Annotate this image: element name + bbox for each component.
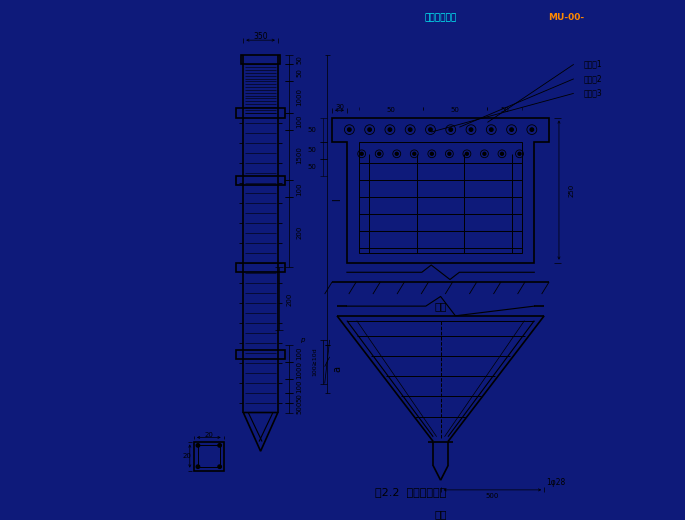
Bar xyxy=(236,108,285,118)
Circle shape xyxy=(429,128,432,132)
Text: 50: 50 xyxy=(500,107,509,113)
Text: 500: 500 xyxy=(486,492,499,499)
Text: 250: 250 xyxy=(569,184,574,197)
Bar xyxy=(359,141,522,253)
Text: 50: 50 xyxy=(296,394,302,402)
Text: 钢筋网3: 钢筋网3 xyxy=(584,89,602,98)
Text: 50: 50 xyxy=(308,164,316,170)
Text: 50: 50 xyxy=(308,126,316,133)
Bar xyxy=(241,55,280,64)
Text: 100: 100 xyxy=(296,346,302,360)
Text: l: l xyxy=(332,198,342,201)
Text: 【模块编号】: 【模块编号】 xyxy=(425,13,457,22)
Circle shape xyxy=(196,444,199,447)
Circle shape xyxy=(483,152,486,155)
Circle shape xyxy=(448,152,451,155)
Text: 500: 500 xyxy=(296,401,302,414)
Circle shape xyxy=(368,128,371,132)
Text: 50: 50 xyxy=(296,68,302,77)
Text: 1000: 1000 xyxy=(296,361,302,379)
Circle shape xyxy=(530,128,534,132)
Circle shape xyxy=(218,444,221,447)
Text: 100≥10d: 100≥10d xyxy=(312,347,317,376)
Text: 1500: 1500 xyxy=(296,146,302,164)
Bar xyxy=(236,176,285,185)
Text: 图2.2  混凝土预制桩: 图2.2 混凝土预制桩 xyxy=(375,487,447,497)
Text: 100: 100 xyxy=(296,114,302,128)
Circle shape xyxy=(388,128,392,132)
Text: 桩尖: 桩尖 xyxy=(434,509,447,519)
Circle shape xyxy=(490,128,493,132)
Circle shape xyxy=(360,152,363,155)
Text: 50: 50 xyxy=(387,107,396,113)
Text: 50: 50 xyxy=(451,107,460,113)
Text: 350: 350 xyxy=(253,32,268,41)
Circle shape xyxy=(408,128,412,132)
Circle shape xyxy=(430,152,434,155)
Text: 100: 100 xyxy=(296,182,302,196)
Circle shape xyxy=(518,152,521,155)
Circle shape xyxy=(218,465,221,469)
Text: 20: 20 xyxy=(182,453,191,459)
Bar xyxy=(194,441,223,471)
Text: 100: 100 xyxy=(296,379,302,393)
Bar xyxy=(198,446,220,466)
Circle shape xyxy=(465,152,469,155)
Text: p: p xyxy=(300,337,305,343)
Text: 1φ28: 1φ28 xyxy=(547,478,566,487)
Bar xyxy=(236,263,285,272)
Text: 30: 30 xyxy=(335,104,344,110)
Circle shape xyxy=(395,152,398,155)
Circle shape xyxy=(449,128,453,132)
Circle shape xyxy=(510,128,513,132)
Circle shape xyxy=(501,152,503,155)
Text: MU-00-: MU-00- xyxy=(548,13,584,22)
Text: 200: 200 xyxy=(286,292,292,306)
Bar xyxy=(236,349,285,359)
Text: 1000: 1000 xyxy=(296,88,302,106)
Circle shape xyxy=(347,128,351,132)
Circle shape xyxy=(377,152,381,155)
Text: 桩头: 桩头 xyxy=(434,301,447,311)
Circle shape xyxy=(469,128,473,132)
Text: a: a xyxy=(332,366,342,372)
Circle shape xyxy=(196,465,199,469)
Text: 钢筋网1: 钢筋网1 xyxy=(584,60,602,69)
Text: 50: 50 xyxy=(296,55,302,64)
Text: 钢筋网2: 钢筋网2 xyxy=(584,74,602,83)
Text: 50: 50 xyxy=(308,147,316,153)
Circle shape xyxy=(413,152,416,155)
Text: 200: 200 xyxy=(296,226,302,239)
Text: 20: 20 xyxy=(204,432,213,437)
